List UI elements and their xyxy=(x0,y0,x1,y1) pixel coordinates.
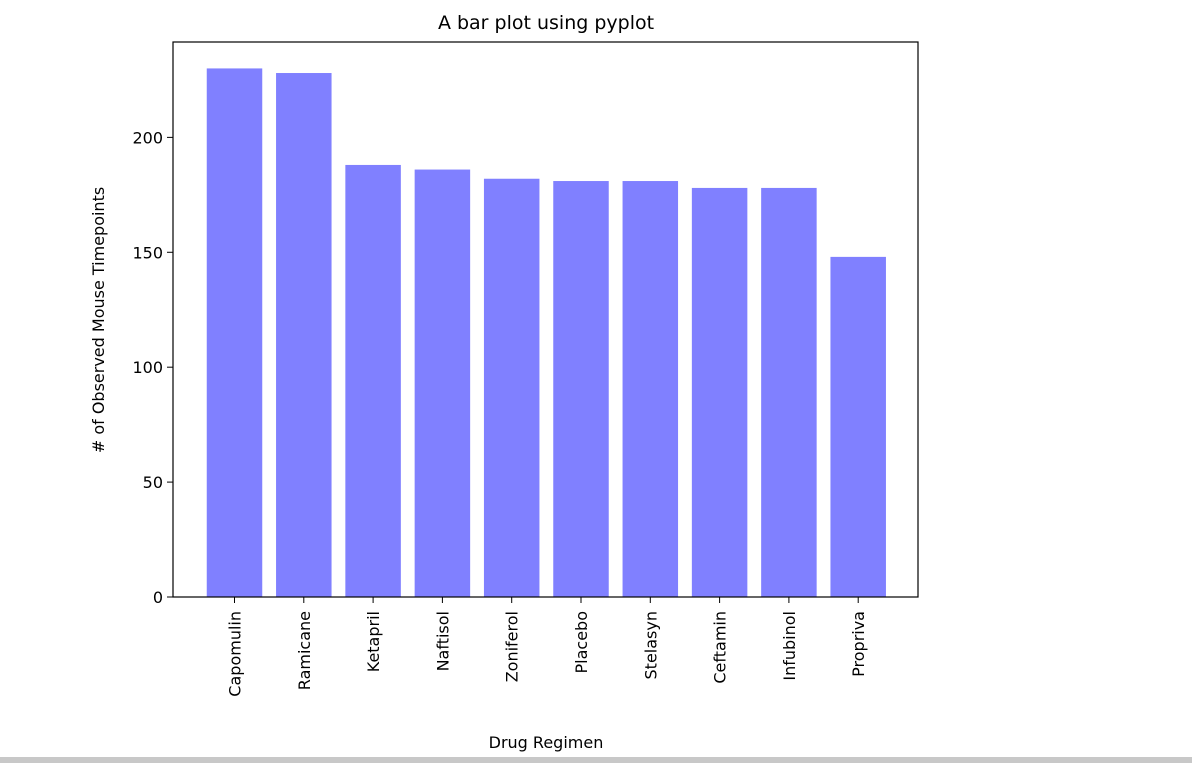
x-tick-label-ceftamin: Ceftamin xyxy=(711,611,730,684)
bar-stelasyn xyxy=(622,181,679,598)
x-tick-label-naftisol: Naftisol xyxy=(433,611,452,671)
y-axis-label: # of Observed Mouse Timepoints xyxy=(89,187,108,453)
bars-group xyxy=(206,68,886,598)
y-tick-label: 0 xyxy=(153,588,163,607)
x-axis-label: Drug Regimen xyxy=(489,733,604,752)
y-axis: 0 50 100 150 200 xyxy=(132,128,173,607)
bar-ketapril xyxy=(345,164,401,597)
x-tick-label-zoniferol: Zoniferol xyxy=(503,611,522,682)
chart-title: A bar plot using pyplot xyxy=(438,12,654,34)
bar-ceftamin xyxy=(691,187,748,597)
bar-placebo xyxy=(553,181,609,598)
x-tick-label-propriva: Propriva xyxy=(849,611,868,677)
plot-area-frame xyxy=(172,41,919,598)
x-tick-label-placebo: Placebo xyxy=(572,611,591,673)
bar-capomulin xyxy=(206,68,263,598)
x-axis: Capomulin Ramicane Ketapril Naftisol Zonifer… xyxy=(226,597,868,697)
y-tick-label: 100 xyxy=(132,358,163,377)
bottom-divider xyxy=(0,757,1192,763)
bar-naftisol xyxy=(414,169,471,598)
bar-ramicane xyxy=(276,73,332,597)
x-tick-label-infubinol: Infubinol xyxy=(780,611,799,681)
x-tick-label-ketapril: Ketapril xyxy=(364,611,383,672)
y-tick-label: 50 xyxy=(143,473,163,492)
x-tick-label-stelasyn: Stelasyn xyxy=(641,611,660,679)
x-tick-label-capomulin: Capomulin xyxy=(226,611,245,697)
bar-zoniferol xyxy=(483,178,540,598)
bar-infubinol xyxy=(761,187,817,597)
y-tick-label: 200 xyxy=(132,128,163,147)
x-tick-label-ramicane: Ramicane xyxy=(295,611,314,690)
y-tick-label: 150 xyxy=(132,243,163,262)
bar-propriva xyxy=(830,256,886,597)
